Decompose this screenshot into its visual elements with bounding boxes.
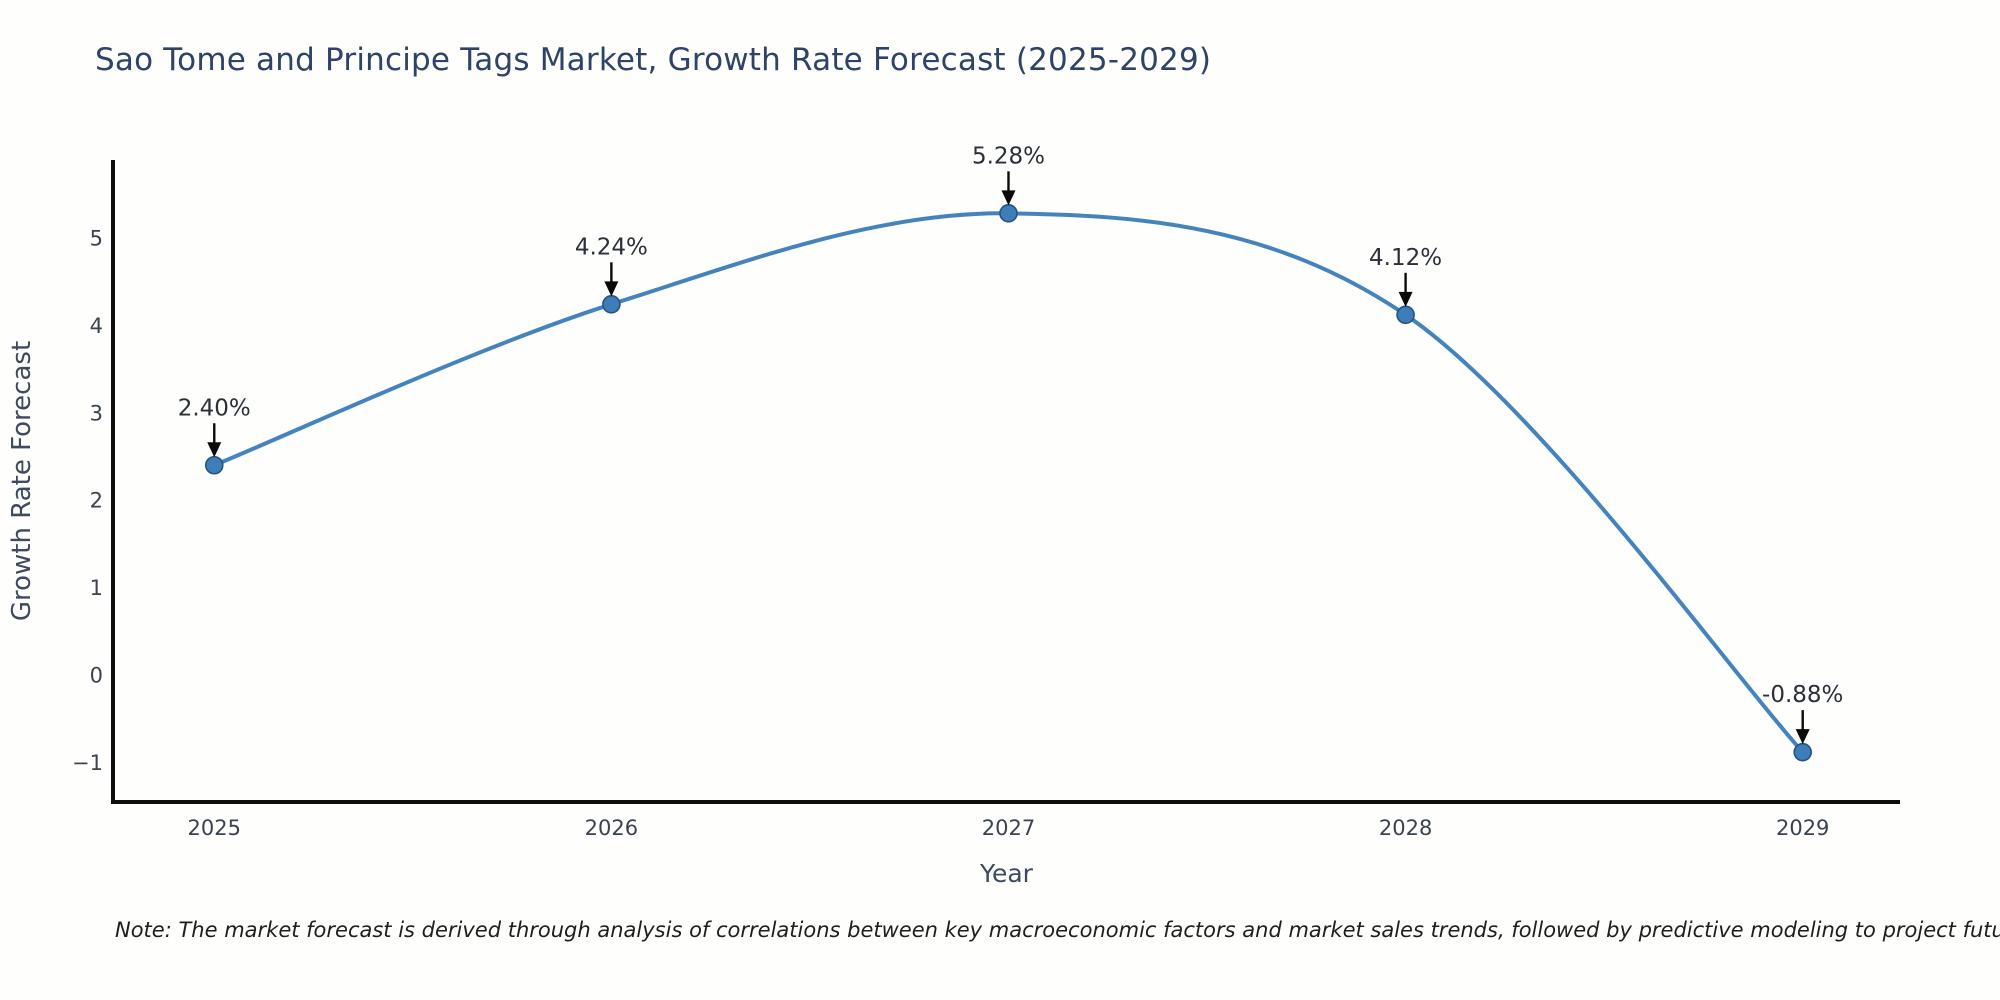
x-tick-label: 2029 xyxy=(1776,816,1829,840)
chart-footnote: Note: The market forecast is derived thr… xyxy=(115,918,2000,942)
y-tick-label: 4 xyxy=(90,314,103,338)
y-tick-label: 5 xyxy=(90,226,103,250)
point-annotation-label: 4.12% xyxy=(1369,245,1442,271)
chart-title: Sao Tome and Principe Tags Market, Growt… xyxy=(95,42,1212,78)
y-tick-label: 2 xyxy=(90,489,103,513)
y-tick-label: 1 xyxy=(90,576,103,600)
data-point-2025 xyxy=(204,455,224,475)
forecast-line xyxy=(212,211,1805,755)
x-tick-label: 2026 xyxy=(585,816,638,840)
point-annotation-label: 4.24% xyxy=(575,234,648,260)
annotation-arrow-head-icon xyxy=(1795,729,1810,745)
x-axis-title: Year xyxy=(979,859,1034,888)
y-tick-label: 3 xyxy=(90,401,103,425)
data-point-2026 xyxy=(602,295,621,314)
point-annotation-label: 5.28% xyxy=(972,143,1045,169)
x-tick-label: 2025 xyxy=(188,816,241,840)
y-tick-label: 0 xyxy=(90,664,103,688)
annotation-arrow-head-icon xyxy=(604,281,619,297)
point-annotation-label: -0.88% xyxy=(1762,682,1843,708)
data-point-2027 xyxy=(999,204,1018,223)
x-tick-label: 2027 xyxy=(982,816,1035,840)
annotation-arrow-head-icon xyxy=(1001,190,1016,206)
y-tick-label: −1 xyxy=(72,751,103,775)
y-axis-title: Growth Rate Forecast xyxy=(7,341,37,621)
point-annotation-label: 2.40% xyxy=(178,395,251,421)
annotation-arrow-head-icon xyxy=(207,442,222,458)
annotation-arrow-head-icon xyxy=(1398,291,1413,307)
data-point-2028 xyxy=(1396,305,1415,325)
data-point-2029 xyxy=(1793,742,1813,762)
x-tick-label: 2028 xyxy=(1379,816,1432,840)
